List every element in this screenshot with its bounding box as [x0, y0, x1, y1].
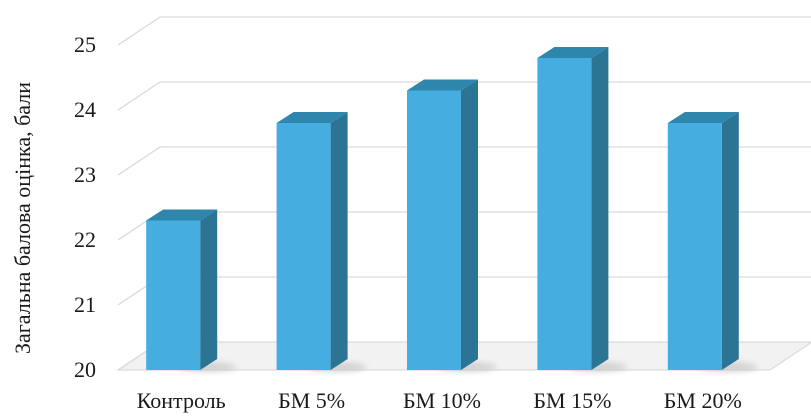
bar-side-face — [591, 47, 609, 370]
bar — [276, 112, 367, 372]
bar-top-face — [146, 209, 218, 221]
y-tick-label: 21 — [74, 292, 96, 317]
y-tick-label: 24 — [74, 97, 96, 122]
bar-front-face — [667, 123, 722, 370]
x-tick-label: БМ 10% — [403, 388, 481, 413]
bar-front-face — [146, 220, 201, 370]
bar — [667, 112, 758, 372]
x-tick-label: Контроль — [137, 388, 226, 413]
bar-top-face — [276, 112, 348, 123]
x-tick-label: БМ 20% — [664, 388, 742, 413]
bars — [146, 47, 758, 372]
bar-front-face — [276, 123, 331, 370]
x-tick-label: БМ 5% — [278, 388, 345, 413]
bar-top-face — [537, 47, 609, 58]
x-tick-label: БМ 15% — [533, 388, 611, 413]
bar-side-face — [461, 79, 478, 370]
y-tick-label: 22 — [74, 227, 96, 252]
y-axis-tick-labels: 20 21 22 23 24 25 — [74, 32, 96, 382]
bar-side-face — [330, 112, 348, 370]
x-axis-tick-labels: Контроль БМ 5% БМ 10% БМ 15% БМ 20% — [137, 388, 742, 413]
bar-side-face — [200, 209, 218, 370]
bar-side-face — [721, 112, 739, 370]
gridline — [117, 16, 811, 46]
bar-front-face — [537, 58, 592, 370]
y-tick-label: 23 — [74, 162, 96, 187]
bar-front-face — [407, 90, 461, 370]
y-tick-label: 25 — [74, 32, 96, 57]
bar — [537, 47, 628, 372]
bar-top-face — [667, 112, 739, 123]
y-axis-title: Загальна балова оцінка, бали — [10, 82, 35, 354]
y-tick-label: 20 — [74, 357, 96, 382]
bar — [407, 79, 497, 372]
bar-top-face — [407, 79, 478, 91]
bar — [146, 209, 236, 372]
